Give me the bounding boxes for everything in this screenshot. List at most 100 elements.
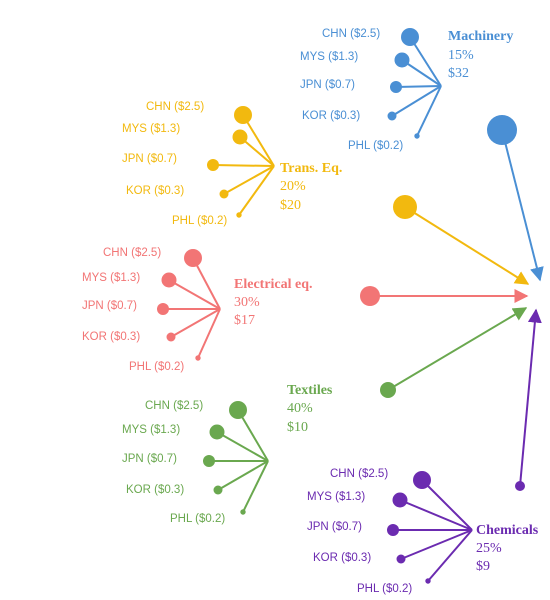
connector-line-machinery-phl bbox=[416, 85, 442, 137]
source-dot-electrical-eq-jpn bbox=[157, 303, 169, 315]
source-dot-machinery-kor bbox=[387, 111, 397, 121]
flow-arrow-trans-eq bbox=[404, 206, 530, 285]
sector-percent: 40% bbox=[287, 401, 313, 416]
sector-title: Machinery bbox=[448, 29, 513, 44]
source-dot-machinery-phl bbox=[414, 133, 420, 139]
sector-title: Electrical eq. bbox=[234, 277, 313, 292]
sector-title: Chemicals bbox=[476, 523, 539, 538]
source-label: MYS ($1.3) bbox=[307, 491, 365, 503]
connector-line-chemicals-kor bbox=[400, 529, 473, 560]
source-dot-trans-eq-jpn bbox=[207, 159, 219, 171]
source-label: MYS ($1.3) bbox=[122, 424, 180, 436]
connector-line-electrical-eq-phl bbox=[197, 308, 221, 359]
source-label: JPN ($0.7) bbox=[307, 521, 362, 533]
source-label: CHN ($2.5) bbox=[330, 468, 388, 480]
connector-line-chemicals-phl bbox=[427, 529, 473, 582]
sector-electrical-eq: CHN ($2.5) MYS ($1.3) JPN ($0.7) KOR ($0.3)… bbox=[82, 247, 529, 373]
source-dot-chemicals-kor bbox=[396, 554, 406, 564]
source-dot-electrical-eq-mys bbox=[161, 272, 177, 288]
source-dot-machinery-jpn bbox=[390, 81, 402, 93]
source-label: MYS ($1.3) bbox=[82, 272, 140, 284]
source-dot-textiles-chn bbox=[229, 401, 247, 419]
sector-title: Textiles bbox=[287, 383, 333, 398]
source-label: JPN ($0.7) bbox=[82, 300, 137, 312]
source-label: KOR ($0.3) bbox=[82, 331, 140, 343]
flow-arrow-textiles bbox=[387, 307, 528, 391]
sector-chemicals: CHN ($2.5) MYS ($1.3) JPN ($0.7) KOR ($0.3)… bbox=[307, 308, 542, 595]
source-dot-chemicals-chn bbox=[413, 471, 431, 489]
sector-value: $10 bbox=[287, 420, 308, 435]
sector-node-trans-eq bbox=[393, 195, 417, 219]
source-label: PHL ($0.2) bbox=[170, 513, 225, 525]
source-label: CHN ($2.5) bbox=[322, 28, 380, 40]
connector-line-trans-eq-chn bbox=[242, 114, 275, 167]
sector-percent: 30% bbox=[234, 295, 260, 310]
source-label: JPN ($0.7) bbox=[300, 79, 355, 91]
connector-line-chemicals-mys bbox=[399, 499, 473, 531]
sector-node-electrical-eq bbox=[360, 286, 380, 306]
source-dot-trans-eq-phl bbox=[236, 212, 242, 218]
flow-arrow-chemicals bbox=[519, 308, 542, 487]
source-label: JPN ($0.7) bbox=[122, 153, 177, 165]
source-label: CHN ($2.5) bbox=[145, 400, 203, 412]
connector-line-textiles-phl bbox=[242, 460, 269, 513]
source-dot-chemicals-phl bbox=[425, 578, 431, 584]
source-dot-textiles-jpn bbox=[203, 455, 215, 467]
source-label: MYS ($1.3) bbox=[300, 51, 358, 63]
sector-machinery: CHN ($2.5) MYS ($1.3) JPN ($0.7) KOR ($0.3)… bbox=[300, 28, 544, 282]
source-dot-trans-eq-mys bbox=[232, 129, 248, 145]
connector-line-trans-eq-phl bbox=[238, 165, 275, 216]
source-label: KOR ($0.3) bbox=[313, 552, 371, 564]
source-label: PHL ($0.2) bbox=[172, 215, 227, 227]
source-dot-machinery-chn bbox=[401, 28, 419, 46]
source-dot-chemicals-mys bbox=[392, 492, 408, 508]
connector-line-electrical-eq-chn bbox=[192, 257, 221, 310]
source-label: CHN ($2.5) bbox=[146, 101, 204, 113]
sector-value: $17 bbox=[234, 313, 255, 328]
sector-value: $20 bbox=[280, 198, 301, 213]
sector-value: $9 bbox=[476, 559, 490, 574]
source-label: PHL ($0.2) bbox=[129, 361, 184, 373]
connector-line-trans-eq-kor bbox=[223, 165, 275, 195]
sector-textiles: CHN ($2.5) MYS ($1.3) JPN ($0.7) KOR ($0.3)… bbox=[122, 307, 528, 525]
source-label: JPN ($0.7) bbox=[122, 453, 177, 465]
sector-node-machinery bbox=[487, 115, 517, 145]
connector-line-machinery-chn bbox=[409, 36, 442, 87]
source-dot-chemicals-jpn bbox=[387, 524, 399, 536]
connector-line-textiles-mys bbox=[216, 431, 269, 462]
sector-trans-eq: CHN ($2.5) MYS ($1.3) JPN ($0.7) KOR ($0.3)… bbox=[122, 101, 530, 285]
source-label: PHL ($0.2) bbox=[357, 583, 412, 595]
sector-title: Trans. Eq. bbox=[280, 161, 342, 176]
connector-line-machinery-mys bbox=[401, 59, 442, 87]
connector-line-textiles-kor bbox=[217, 460, 269, 491]
sector-node-chemicals bbox=[515, 481, 525, 491]
connector-line-chemicals-chn bbox=[421, 479, 473, 531]
source-dot-electrical-eq-chn bbox=[184, 249, 202, 267]
source-dot-trans-eq-chn bbox=[234, 106, 252, 124]
source-label: KOR ($0.3) bbox=[126, 484, 184, 496]
source-dot-machinery-mys bbox=[394, 52, 410, 68]
connector-line-electrical-eq-mys bbox=[168, 279, 221, 310]
source-dot-electrical-eq-phl bbox=[195, 355, 201, 361]
sector-percent: 25% bbox=[476, 541, 502, 556]
sector-percent: 15% bbox=[448, 48, 474, 63]
source-dot-trans-eq-kor bbox=[219, 189, 229, 199]
source-dot-textiles-kor bbox=[213, 485, 223, 495]
source-label: KOR ($0.3) bbox=[302, 110, 360, 122]
source-label: PHL ($0.2) bbox=[348, 140, 403, 152]
source-dot-textiles-mys bbox=[209, 424, 225, 440]
source-dot-textiles-phl bbox=[240, 509, 246, 515]
sector-node-textiles bbox=[380, 382, 396, 398]
connector-line-electrical-eq-kor bbox=[170, 308, 221, 338]
connector-line-machinery-jpn bbox=[395, 85, 442, 88]
flow-arrow-machinery bbox=[501, 129, 544, 282]
connector-line-textiles-chn bbox=[237, 409, 269, 462]
source-label: MYS ($1.3) bbox=[122, 123, 180, 135]
source-label: KOR ($0.3) bbox=[126, 185, 184, 197]
connector-line-machinery-kor bbox=[391, 85, 442, 117]
source-dot-electrical-eq-kor bbox=[166, 332, 176, 342]
sector-percent: 20% bbox=[280, 179, 306, 194]
connector-line-trans-eq-jpn bbox=[212, 164, 275, 167]
